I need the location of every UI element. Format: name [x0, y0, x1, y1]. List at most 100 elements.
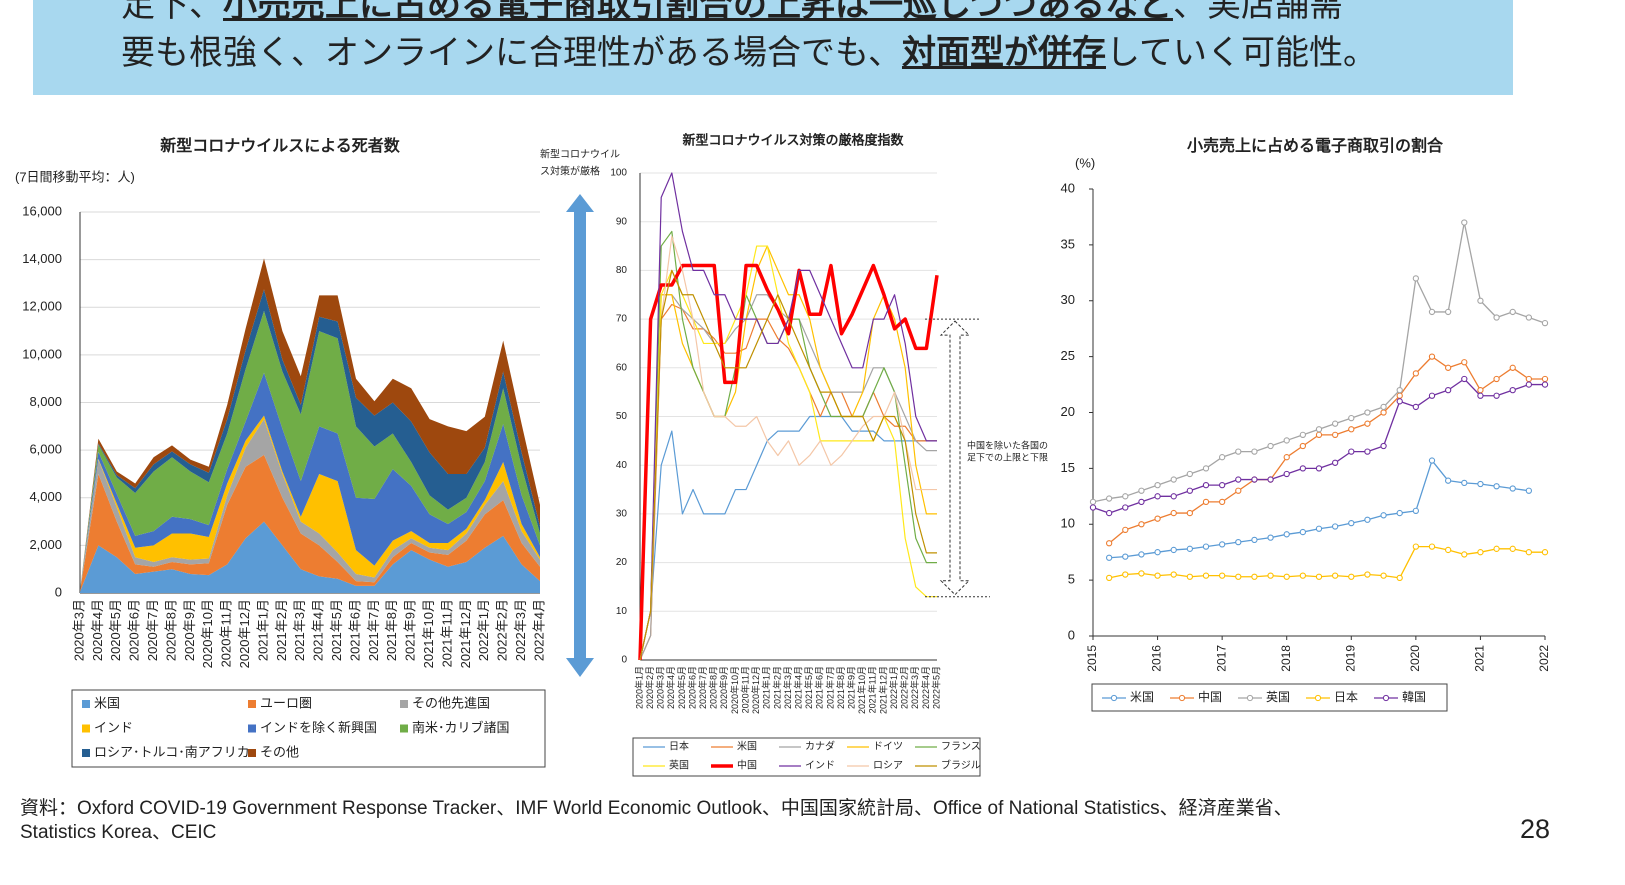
marker [1509, 386, 1516, 394]
marker [1105, 540, 1113, 547]
x-tick-label: 2021年3月 [782, 666, 793, 709]
marker [1122, 504, 1129, 511]
y-tick-label: 5 [1068, 572, 1075, 587]
marker [1396, 574, 1403, 582]
legend-label: 米国 [737, 740, 757, 753]
marker [1170, 509, 1177, 517]
marker [1122, 571, 1129, 578]
marker [1477, 386, 1484, 394]
marker [1493, 545, 1500, 552]
marker [1396, 386, 1403, 394]
area [80, 415, 540, 591]
legend-swatch [400, 700, 408, 708]
marker [1380, 572, 1387, 579]
legend-label: フランス [941, 741, 981, 753]
x-tick-label: 2020年6月 [127, 599, 142, 661]
chart-0: 新型コロナウイルスによる死者数 (7日間移動平均：人) 0 2,000 4,000 6,0… [15, 136, 546, 768]
marker [1105, 509, 1113, 517]
x-tick-label: 2021年10月 [421, 599, 436, 668]
x-tick-label: 2022年4月 [531, 599, 546, 661]
legend-swatch [82, 724, 90, 733]
x-tick-label: 2020年4月 [665, 666, 676, 709]
marker [1477, 297, 1484, 304]
marker [1541, 549, 1549, 556]
marker [1089, 504, 1097, 511]
y-tick-label: 20 [1061, 404, 1075, 419]
line [1092, 221, 1546, 503]
annotation: 足下での上限と下限 [967, 452, 1048, 462]
marker [1235, 538, 1242, 546]
marker [1541, 319, 1549, 327]
x-tick-label: 2020年8月 [163, 599, 178, 661]
marker [1444, 386, 1452, 394]
x-tick-label: 2020年4月 [90, 599, 105, 661]
marker [1477, 480, 1484, 488]
marker [1412, 370, 1420, 377]
marker [1154, 549, 1161, 556]
marker [1477, 549, 1484, 556]
legend-marker [1314, 694, 1322, 702]
legend-label: インドを除く新興国 [260, 720, 377, 735]
marker [1348, 519, 1355, 527]
marker [1218, 498, 1226, 506]
marker [1428, 392, 1436, 399]
text: 要も根強く、オンラインに合理性がある場合でも、 [121, 34, 902, 72]
y-unit: (%) [1075, 155, 1095, 170]
legend-label: ユーロ圏 [260, 695, 312, 710]
legend-label: 日本 [1334, 690, 1358, 704]
x-tick-label: 2021年7月 [366, 599, 381, 661]
marker [1364, 409, 1371, 416]
marker [1412, 543, 1420, 550]
marker [1186, 487, 1194, 494]
line [1109, 459, 1529, 559]
y-tick-label: 4,000 [29, 489, 62, 504]
x-tick-label: 2020年10月 [729, 666, 740, 714]
x-tick-label: 2017 [1214, 645, 1228, 672]
marker [1364, 448, 1371, 455]
y-tick-label: 70 [616, 314, 628, 325]
x-tick-label: 2020年2月 [644, 666, 655, 709]
marker [1299, 528, 1307, 536]
marker [1267, 534, 1274, 541]
marker [1235, 487, 1242, 494]
legend-label: 中国 [737, 759, 757, 772]
marker [1315, 573, 1323, 580]
legend-label: その他先進国 [412, 695, 490, 710]
marker [1186, 509, 1194, 517]
banner-line: 足下、小売売上に占める電子商取引割合の上昇は一巡しつつあるなど、実店舗需 [121, 0, 1377, 29]
y-unit: (7日間移動平均：人) [15, 169, 135, 184]
line [639, 245, 937, 661]
marker [1251, 536, 1258, 544]
legend-marker [1110, 694, 1118, 702]
marker [1428, 308, 1436, 316]
y-tick-label: 80 [616, 265, 628, 276]
marker [1444, 477, 1452, 484]
marker [1525, 487, 1533, 494]
y-tick-label: 10 [616, 606, 628, 617]
line [638, 263, 939, 661]
marker [1283, 573, 1290, 580]
x-tick-label: 2021年5月 [803, 666, 814, 709]
y-tick-label: 35 [1061, 236, 1075, 251]
x-tick-label: 2020年10月 [200, 599, 215, 668]
marker [1331, 572, 1339, 579]
legend-label: 英国 [1266, 690, 1290, 704]
x-tick-label: 2020年7月 [145, 599, 160, 661]
legend-swatch [400, 724, 408, 733]
marker [1525, 549, 1533, 556]
marker [1444, 308, 1452, 316]
marker [1396, 509, 1403, 517]
legend-label: 中国 [1198, 689, 1222, 704]
x-tick-label: 2021年9月 [846, 666, 857, 709]
marker [1089, 498, 1097, 506]
text: 、実店舗需 [1172, 0, 1343, 24]
x-tick-label: 2020年12月 [237, 599, 252, 668]
x-tick-label: 2021年4月 [311, 599, 326, 661]
marker [1138, 551, 1145, 558]
marker [1509, 485, 1516, 492]
marker [1525, 314, 1533, 321]
x-tick-label: 2021年3月 [292, 599, 307, 661]
marker [1396, 398, 1403, 405]
marker [1364, 516, 1371, 523]
x-tick-label: 2020年8月 [708, 666, 719, 709]
